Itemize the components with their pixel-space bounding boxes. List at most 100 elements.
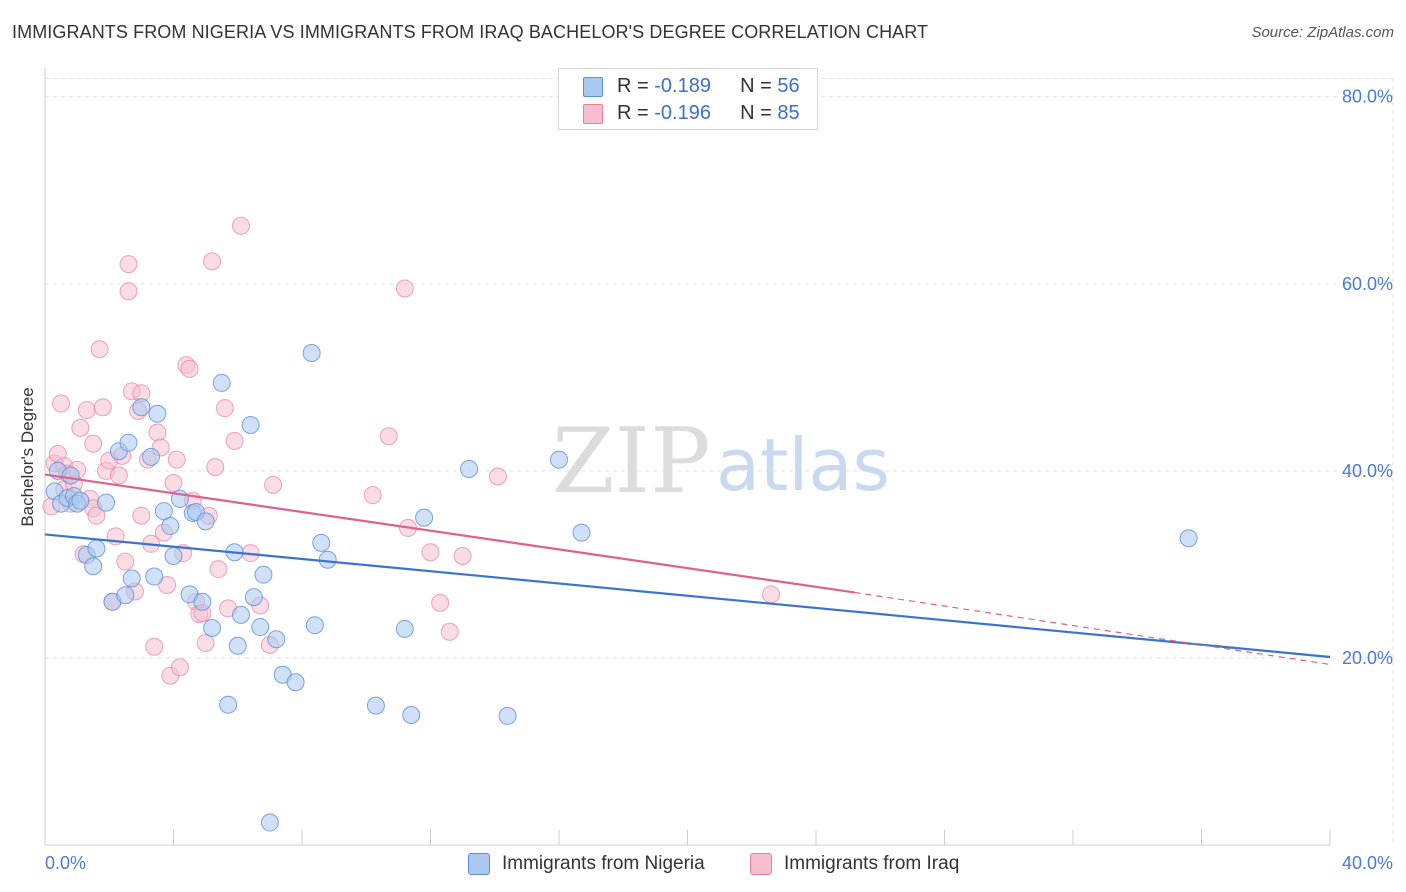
series-nigeria-points <box>45 343 1198 832</box>
nigeria-point <box>148 404 167 423</box>
y-tick-label: 20.0% <box>1342 648 1393 668</box>
iraq-point <box>71 418 90 437</box>
nigeria-point <box>87 539 106 558</box>
iraq-trendline <box>44 473 855 594</box>
iraq-point <box>52 394 71 413</box>
nigeria-point <box>132 398 151 417</box>
iraq-point <box>379 427 398 446</box>
nigeria-point <box>318 550 337 569</box>
nigeria-point <box>241 416 260 435</box>
nigeria-point <box>415 508 434 527</box>
nigeria-point <box>231 605 250 624</box>
nigeria-point <box>498 706 517 725</box>
nigeria-legend-swatch-icon <box>468 853 490 875</box>
legend-n-value: 85 <box>777 102 800 124</box>
nigeria-point <box>71 491 90 510</box>
iraq-point <box>132 506 151 525</box>
iraq-point <box>164 474 183 493</box>
nigeria-point <box>366 696 385 715</box>
iraq-legend-swatch-icon <box>750 853 772 875</box>
iraq-point <box>196 633 215 652</box>
nigeria-point <box>61 466 80 485</box>
y-tick-label: 80.0% <box>1342 87 1393 107</box>
iraq-point <box>395 279 414 298</box>
iraq-point <box>215 399 234 418</box>
iraq-point <box>109 466 128 485</box>
nigeria-point <box>145 567 164 586</box>
nigeria-point <box>154 502 173 521</box>
nigeria-point <box>193 592 212 611</box>
nigeria-point <box>97 493 116 512</box>
iraq-point <box>145 637 164 656</box>
y-tick-label: 40.0% <box>1342 461 1393 481</box>
legend-n-value: 56 <box>777 75 800 97</box>
iraq-point <box>167 450 186 469</box>
chart-title: IMMIGRANTS FROM NIGERIA VS IMMIGRANTS FR… <box>12 22 929 42</box>
nigeria-point <box>550 450 568 469</box>
iraq-point <box>488 467 507 486</box>
nigeria-point <box>572 523 591 542</box>
nigeria-point <box>116 586 135 605</box>
nigeria-point <box>267 630 286 649</box>
iraq-point <box>231 216 250 235</box>
nigeria-point <box>1179 529 1198 548</box>
nigeria-point <box>286 673 305 692</box>
watermark-atlas: atlas <box>716 423 890 507</box>
y-tick-label: 60.0% <box>1342 274 1393 294</box>
iraq-point <box>158 575 177 594</box>
nigeria-point <box>122 569 141 588</box>
nigeria-point <box>254 565 273 584</box>
nigeria-point <box>84 557 103 576</box>
nigeria-point <box>305 616 324 635</box>
iraq-point <box>119 282 138 301</box>
nigeria-point <box>212 373 231 392</box>
iraq-point <box>453 546 472 565</box>
iraq-point <box>206 458 225 477</box>
nigeria-point <box>228 636 247 655</box>
iraq-point <box>77 401 96 420</box>
nigeria-point <box>196 512 215 531</box>
watermark-zip: ZIP <box>552 409 711 514</box>
nigeria-point <box>203 618 222 637</box>
iraq-point <box>90 340 109 359</box>
iraq-trendline-extension <box>854 591 1331 666</box>
legend-r-label: R = <box>617 75 655 97</box>
nigeria-point <box>260 813 279 832</box>
iraq-point <box>209 560 228 579</box>
nigeria-point <box>244 588 263 607</box>
iraq-point <box>148 423 167 442</box>
iraq-point <box>225 431 244 450</box>
iraq-point <box>170 658 189 677</box>
series-legend: Immigrants from Nigeria Immigrants from … <box>0 852 1406 878</box>
iraq-point <box>421 543 440 562</box>
legend-label-nigeria: Immigrants from Nigeria <box>502 853 705 874</box>
nigeria-swatch-icon <box>583 77 603 97</box>
watermark: ZIP atlas <box>552 409 890 514</box>
nigeria-point <box>119 433 138 452</box>
legend-r-value: -0.196 <box>654 102 711 124</box>
nigeria-point <box>164 546 183 565</box>
iraq-point <box>84 434 103 453</box>
iraq-point <box>363 486 382 505</box>
axes <box>44 68 1331 846</box>
nigeria-point <box>219 695 238 714</box>
iraq-swatch-icon <box>583 104 603 124</box>
nigeria-point <box>251 618 270 637</box>
iraq-point <box>87 506 106 525</box>
iraq-point <box>203 252 222 271</box>
legend-r-value: -0.189 <box>654 75 711 97</box>
x-tick-label-min: 0.0% <box>45 853 86 873</box>
nigeria-point <box>302 343 321 362</box>
nigeria-trendline <box>44 533 1331 659</box>
nigeria-point <box>312 533 331 552</box>
iraq-point <box>119 255 138 274</box>
nigeria-point <box>142 447 161 466</box>
legend-n-label: N = <box>740 102 778 124</box>
iraq-point <box>180 359 199 378</box>
iraq-point <box>116 552 135 571</box>
iraq-point <box>93 398 112 417</box>
source-credit: Source: ZipAtlas.com <box>1251 24 1394 41</box>
x-tick-label-max: 40.0% <box>1342 853 1393 873</box>
iraq-point <box>762 585 781 604</box>
iraq-point <box>440 622 459 641</box>
